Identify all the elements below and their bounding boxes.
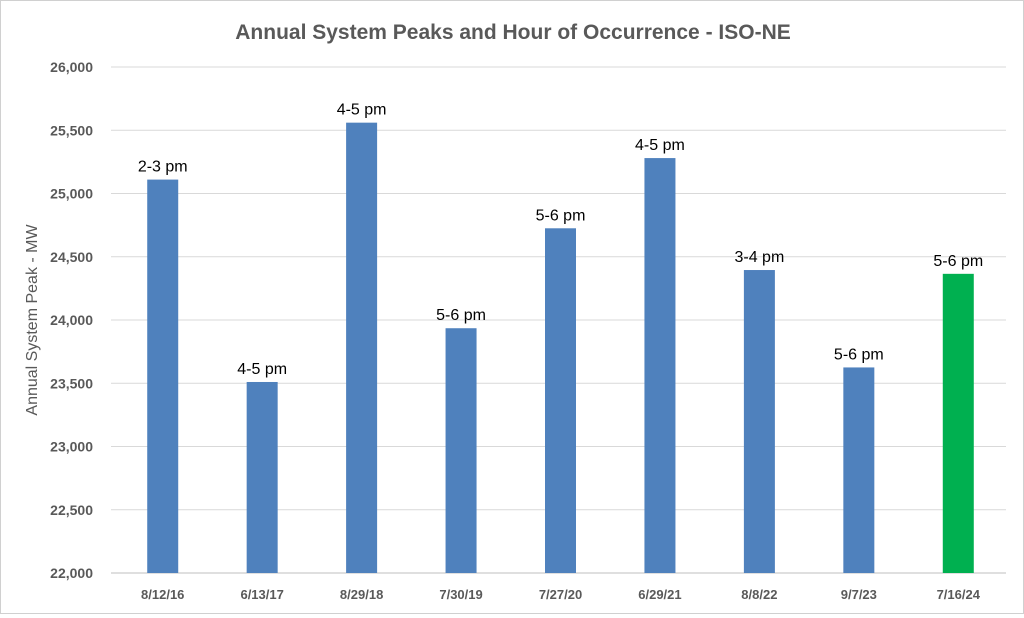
x-tick-label: 8/29/18 bbox=[340, 587, 383, 602]
data-label: 2-3 pm bbox=[138, 159, 188, 176]
y-tick-label: 26,000 bbox=[50, 59, 93, 75]
bar bbox=[346, 122, 378, 573]
x-tick-label: 6/13/17 bbox=[240, 587, 283, 602]
y-tick-label: 22,500 bbox=[50, 502, 93, 518]
y-tick-label: 25,500 bbox=[50, 122, 93, 138]
data-label: 5-6 pm bbox=[436, 307, 486, 324]
data-label: 4-5 pm bbox=[237, 361, 287, 378]
y-tick-label: 24,500 bbox=[50, 249, 93, 265]
bar bbox=[942, 273, 974, 573]
data-label: 4-5 pm bbox=[635, 137, 685, 154]
data-label: 3-4 pm bbox=[734, 249, 784, 266]
y-tick-label: 23,000 bbox=[50, 439, 93, 455]
data-label: 5-6 pm bbox=[536, 207, 586, 224]
bar bbox=[147, 179, 179, 573]
x-tick-label: 8/12/16 bbox=[141, 587, 184, 602]
bar bbox=[545, 228, 576, 573]
y-tick-label: 24,000 bbox=[50, 312, 93, 328]
x-tick-label: 7/27/20 bbox=[539, 587, 582, 602]
x-tick-label: 7/16/24 bbox=[937, 587, 981, 602]
x-tick-label: 8/8/22 bbox=[741, 587, 777, 602]
bar bbox=[743, 270, 775, 573]
data-label: 5-6 pm bbox=[933, 253, 983, 270]
y-tick-label: 25,000 bbox=[50, 186, 93, 202]
y-axis-label: Annual System Peak - MW bbox=[24, 224, 41, 416]
bar bbox=[644, 158, 676, 573]
x-tick-label: 9/7/23 bbox=[841, 587, 877, 602]
bar bbox=[843, 367, 875, 573]
y-tick-label: 23,500 bbox=[50, 375, 93, 391]
y-tick-label: 22,000 bbox=[50, 565, 93, 581]
x-tick-label: 7/30/19 bbox=[439, 587, 482, 602]
x-tick-label: 6/29/21 bbox=[638, 587, 681, 602]
bar bbox=[445, 328, 477, 573]
bar bbox=[246, 381, 278, 573]
data-label: 5-6 pm bbox=[834, 346, 884, 363]
chart-title: Annual System Peaks and Hour of Occurren… bbox=[235, 21, 791, 44]
data-label: 4-5 pm bbox=[337, 102, 387, 119]
